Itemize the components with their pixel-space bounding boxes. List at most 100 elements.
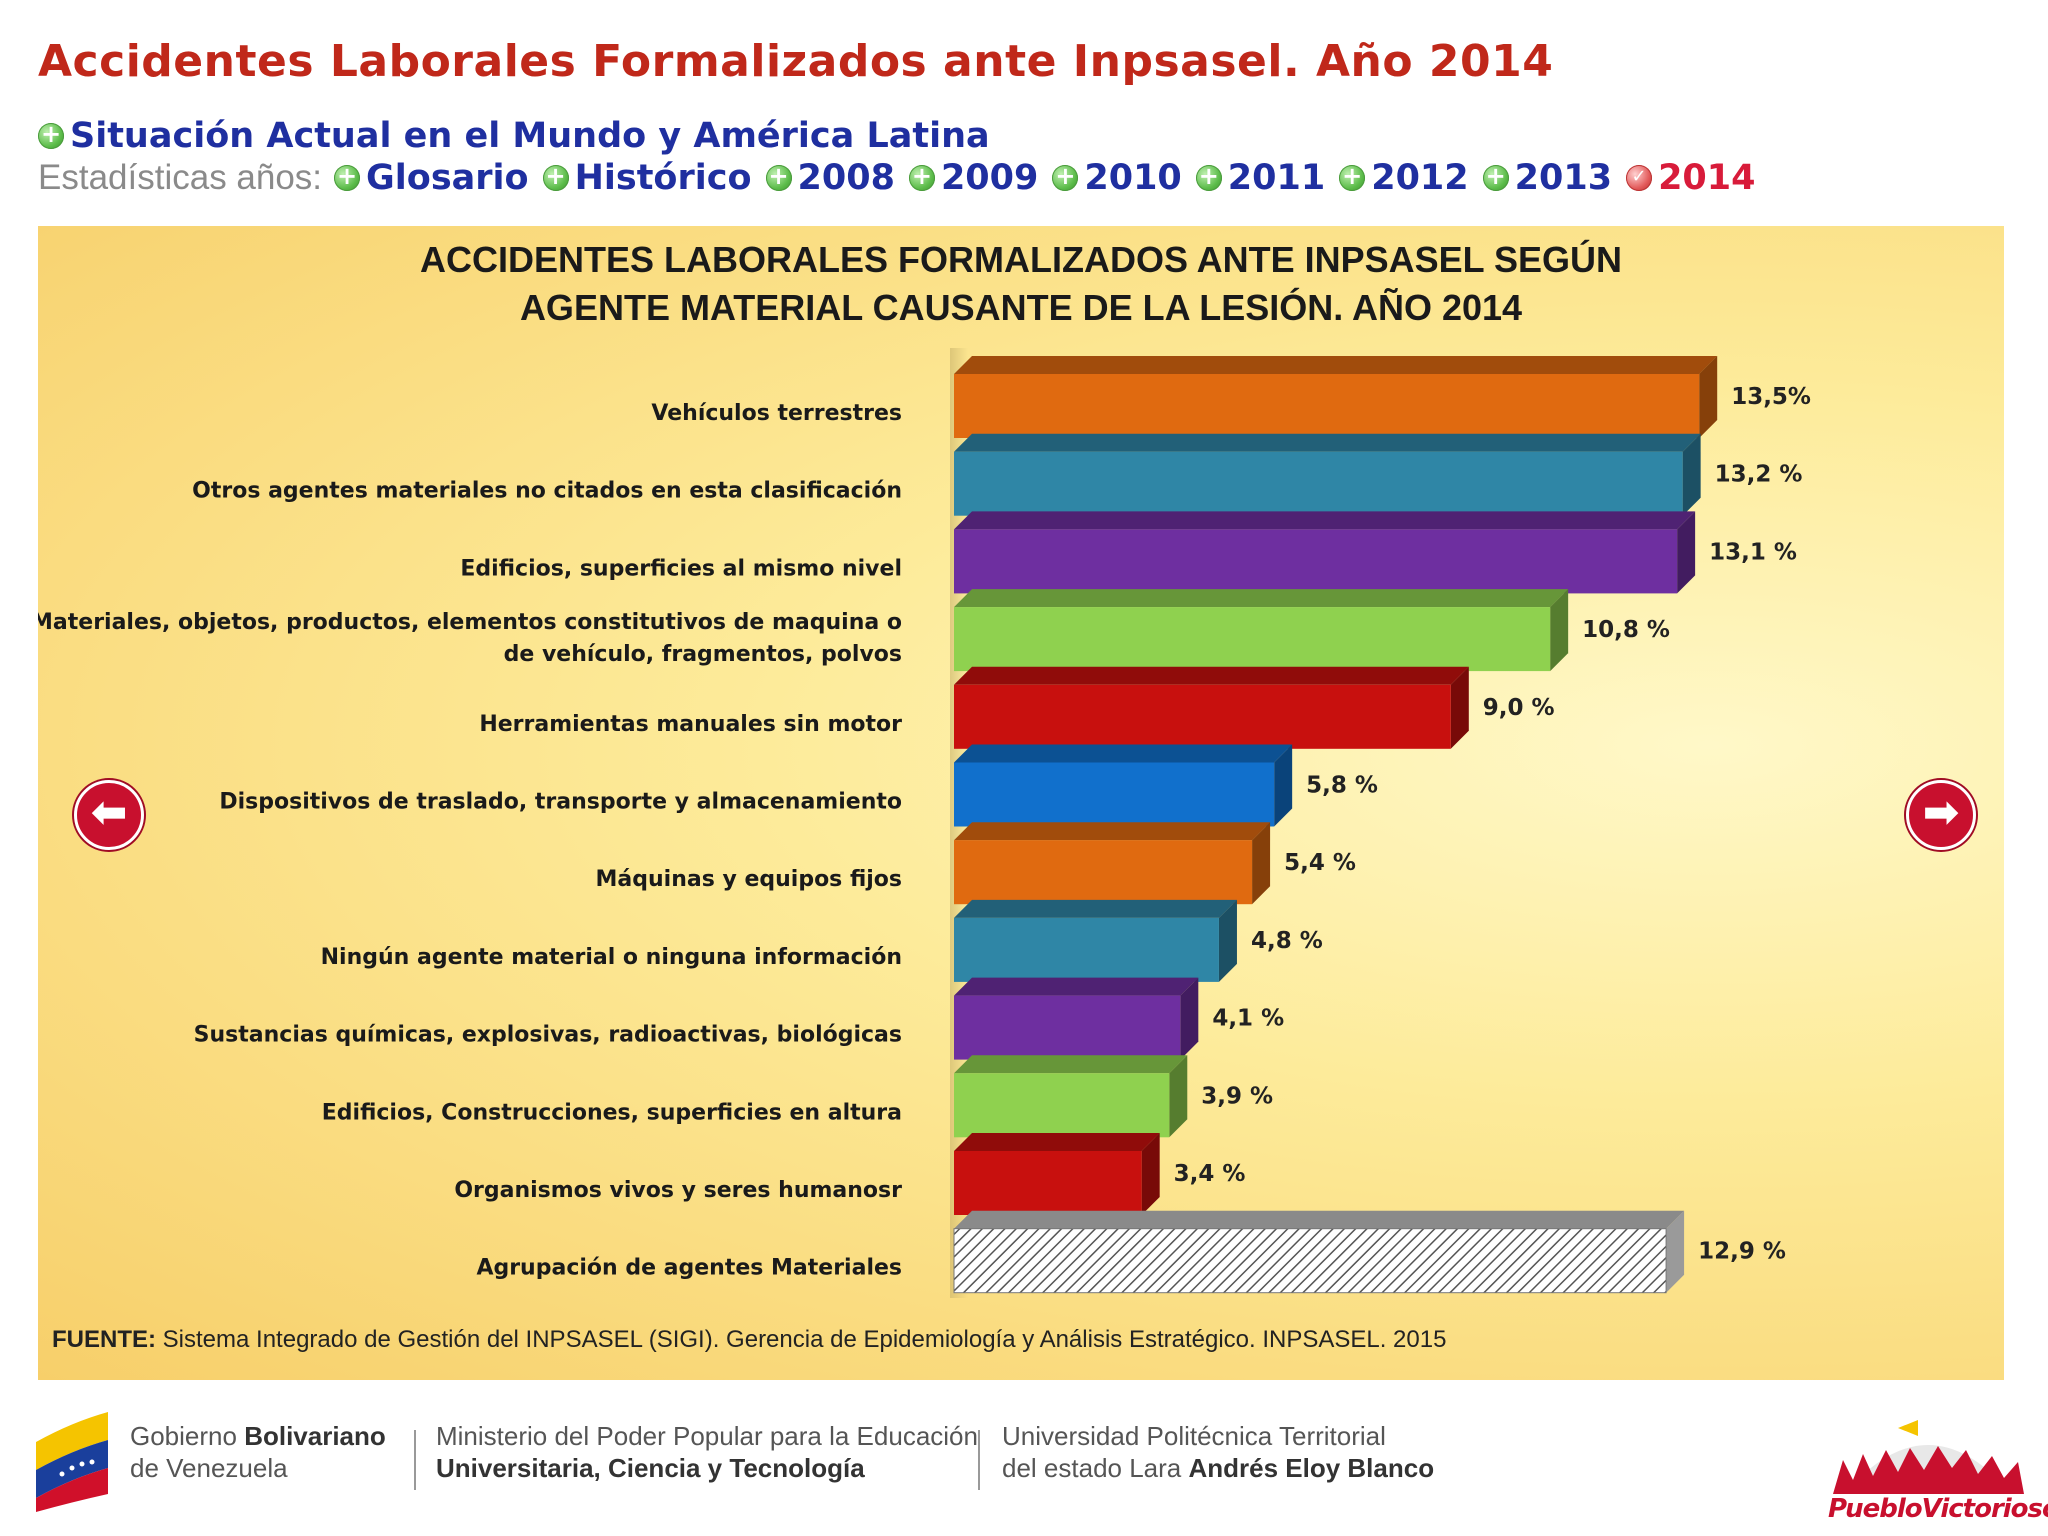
pueblo-victorioso-logo: PuebloVictorioso: [1828, 1410, 2048, 1530]
chart-panel: 13,5% Vehículos terrestres 13,2 % Otros age…: [38, 226, 2004, 1380]
plus-circle-icon: [1482, 162, 1509, 191]
plus-circle-icon: [334, 162, 361, 191]
category-label: Organismos vivos y seres humanosr: [454, 1178, 902, 1203]
plus-circle-icon: [908, 162, 935, 191]
category-label: Máquinas y equipos fijos: [596, 867, 903, 892]
source-label: FUENTE:: [52, 1326, 156, 1353]
bar-top: [954, 977, 1199, 996]
category-label: Dispositivos de traslado, transporte y a…: [219, 790, 902, 815]
bar-side: [1699, 356, 1718, 438]
venezuela-flag-icon: [36, 1412, 108, 1512]
bar: [953, 1228, 1667, 1294]
gov-line1-a: Gobierno: [130, 1421, 245, 1451]
bar-top: [954, 356, 1718, 374]
bar-top: [954, 822, 1271, 841]
bar-side: [1218, 899, 1237, 982]
category-label: Edificios, superficies al mismo nivel: [460, 556, 902, 581]
nav-link-2014[interactable]: 2014: [1626, 158, 1755, 198]
nav-link-glosario[interactable]: Glosario: [334, 158, 529, 198]
nav-link-2012[interactable]: 2012: [1339, 158, 1469, 198]
bar-top: [954, 899, 1237, 918]
page-title: Accidentes Laborales Formalizados ante I…: [38, 36, 1554, 87]
nav-link-2008[interactable]: 2008: [765, 158, 895, 198]
link-situacion-actual[interactable]: Situación Actual en el Mundo y América L…: [38, 116, 990, 156]
link-situacion-actual-label: Situación Actual en el Mundo y América L…: [70, 116, 990, 156]
value-label: 12,9 %: [1698, 1239, 1786, 1265]
ministry-text: Ministerio del Poder Popular para la Edu…: [436, 1420, 978, 1484]
nav-link-2011[interactable]: 2011: [1195, 158, 1326, 198]
bar-top: [954, 1055, 1188, 1074]
bar-top: [954, 589, 1569, 608]
plus-circle-icon: [765, 162, 792, 191]
nav-link-label: 2012: [1371, 158, 1469, 198]
bar-top: [954, 1210, 1685, 1229]
value-label: 5,4 %: [1284, 850, 1356, 876]
bar-group: 9,0 % Herramientas manuales sin motor: [479, 666, 1555, 749]
crowd-icon: [1833, 1420, 2024, 1494]
nav-link-label: Histórico: [574, 158, 752, 198]
bar-side: [1550, 589, 1569, 672]
bar-side: [1180, 977, 1199, 1060]
category-label: Vehículos terrestres: [651, 401, 902, 426]
footer-divider: [414, 1430, 416, 1490]
value-label: 13,5%: [1731, 384, 1811, 410]
bar: [954, 995, 1181, 1060]
nav-link-2010[interactable]: 2010: [1052, 158, 1182, 198]
min-line2: Universitaria, Ciencia y Tecnología: [436, 1453, 865, 1483]
footer-divider: [978, 1430, 980, 1490]
value-label: 3,9 %: [1201, 1083, 1273, 1109]
value-label: 13,2 %: [1715, 462, 1803, 488]
bar-group: 3,9 % Edificios, Construcciones, superfic…: [322, 1055, 1273, 1138]
value-label: 4,8 %: [1251, 928, 1323, 954]
arrow-left-icon: ⬅: [90, 787, 128, 838]
value-label: 9,0 %: [1483, 695, 1555, 721]
bar-group: 4,1 % Sustancias químicas, explosivas, ra…: [194, 977, 1284, 1060]
bar: [954, 684, 1451, 749]
bar: [954, 374, 1700, 438]
value-label: 13,1 %: [1709, 539, 1797, 565]
category-label: Ningún agente material o ninguna informa…: [321, 945, 902, 970]
bar-group: 12,9 % Agrupación de agentes Materiales: [476, 1210, 1786, 1294]
bar: [954, 1073, 1170, 1138]
nav-link-2013[interactable]: 2013: [1482, 158, 1613, 198]
nav-link-label: 2014: [1658, 158, 1756, 198]
plus-circle-icon: [38, 120, 64, 149]
logo-text: PuebloVictorioso: [1828, 1494, 2048, 1524]
bar: [954, 762, 1275, 827]
nav-link-label: 2011: [1227, 158, 1326, 198]
arrow-right-icon: ➡: [1922, 787, 1960, 838]
nav-link-label: 2009: [940, 158, 1039, 198]
prev-slide-button[interactable]: ⬅: [74, 780, 144, 850]
source-text: Sistema Integrado de Gestión del INPSASE…: [162, 1326, 1447, 1353]
category-label: Sustancias químicas, explosivas, radioac…: [194, 1023, 902, 1048]
bar-top: [954, 666, 1469, 685]
bar-side: [1682, 433, 1701, 516]
category-label: Otros agentes materiales no citados en e…: [192, 479, 902, 504]
bar-side: [1274, 744, 1293, 827]
chart-svg: 13,5% Vehículos terrestres 13,2 % Otros age…: [38, 348, 1811, 1298]
gov-line1-b: Bolivariano: [244, 1421, 386, 1451]
bar-group: 5,4 % Máquinas y equipos fijos: [596, 822, 1356, 905]
source-note: FUENTE: Sistema Integrado de Gestión del…: [52, 1326, 1446, 1354]
bar: [954, 451, 1683, 516]
bar-side: [1677, 511, 1696, 594]
uni-line1: Universidad Politécnica Territorial: [1002, 1421, 1386, 1451]
nav-link-label: 2013: [1514, 158, 1613, 198]
value-label: 5,8 %: [1306, 773, 1378, 799]
bar-group: 13,2 % Otros agentes materiales no citado…: [192, 433, 1803, 516]
nav-link-histórico[interactable]: Histórico: [542, 158, 752, 198]
year-nav-links: Glosario Histórico 2008 2009 2010 2011 2012 201…: [334, 158, 1769, 198]
category-label: de vehículo, fragmentos, polvos: [504, 642, 902, 667]
university-text: Universidad Politécnica Territorial del …: [1002, 1420, 1434, 1484]
bar-group: 13,1 % Edificios, superficies al mismo ni…: [460, 511, 1797, 594]
plus-circle-icon: [1052, 162, 1079, 191]
footer: Gobierno Bolivariano de Venezuela Minist…: [0, 1400, 2048, 1536]
check-circle-icon: [1626, 165, 1653, 191]
bar: [954, 529, 1678, 594]
bar-group: 4,8 % Ningún agente material o ninguna in…: [321, 899, 1323, 982]
bar-top: [954, 1133, 1160, 1151]
next-slide-button[interactable]: ➡: [1906, 780, 1976, 850]
value-label: 3,4 %: [1174, 1161, 1246, 1187]
nav-link-label: 2008: [797, 158, 895, 198]
nav-link-2009[interactable]: 2009: [908, 158, 1039, 198]
